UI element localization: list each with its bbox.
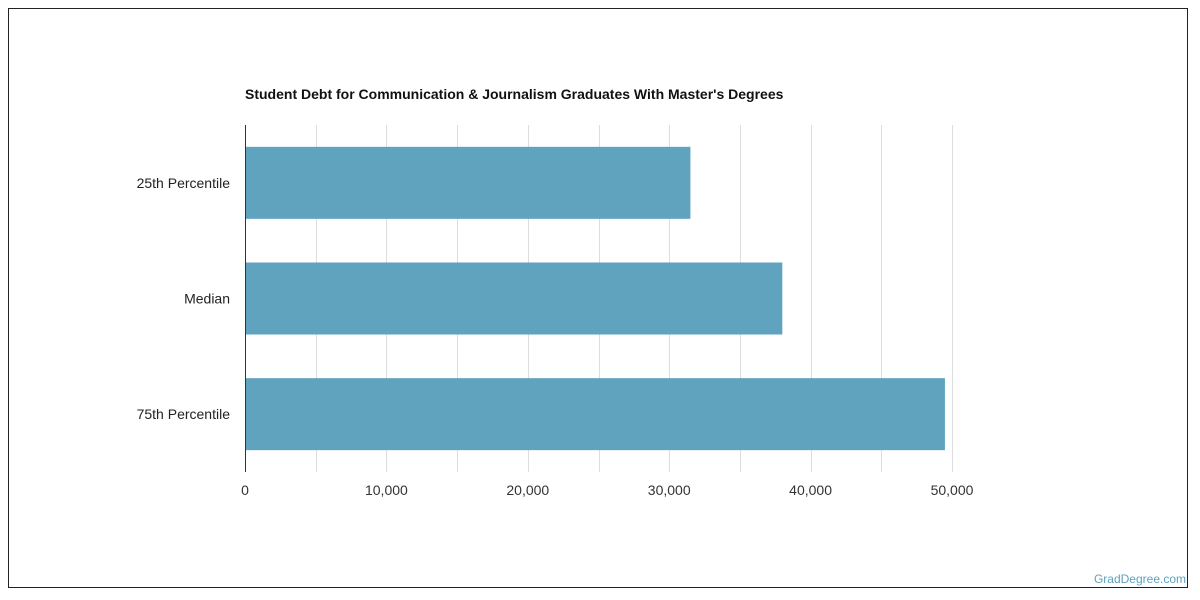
- bars: [245, 146, 945, 451]
- x-tick-label: 10,000: [365, 482, 408, 498]
- bar-median: [245, 262, 783, 335]
- category-label: Median: [184, 291, 230, 307]
- source-credit[interactable]: GradDegree.com: [1093, 572, 1186, 586]
- category-label: 75th Percentile: [137, 406, 231, 422]
- chart-title: Student Debt for Communication & Journal…: [245, 86, 784, 102]
- x-tick-label: 50,000: [931, 482, 974, 498]
- x-tick-label: 40,000: [789, 482, 832, 498]
- x-tick-label: 0: [241, 482, 249, 498]
- tick-labels: 0 10,000 20,000 30,000 40,000 50,000: [241, 482, 974, 498]
- x-tick-label: 30,000: [648, 482, 691, 498]
- bar-75th-percentile: [245, 378, 945, 451]
- x-tick-label: 20,000: [506, 482, 549, 498]
- bar-25th-percentile: [245, 146, 691, 219]
- category-label: 25th Percentile: [137, 175, 231, 191]
- category-labels: 25th Percentile Median 75th Percentile: [137, 175, 231, 422]
